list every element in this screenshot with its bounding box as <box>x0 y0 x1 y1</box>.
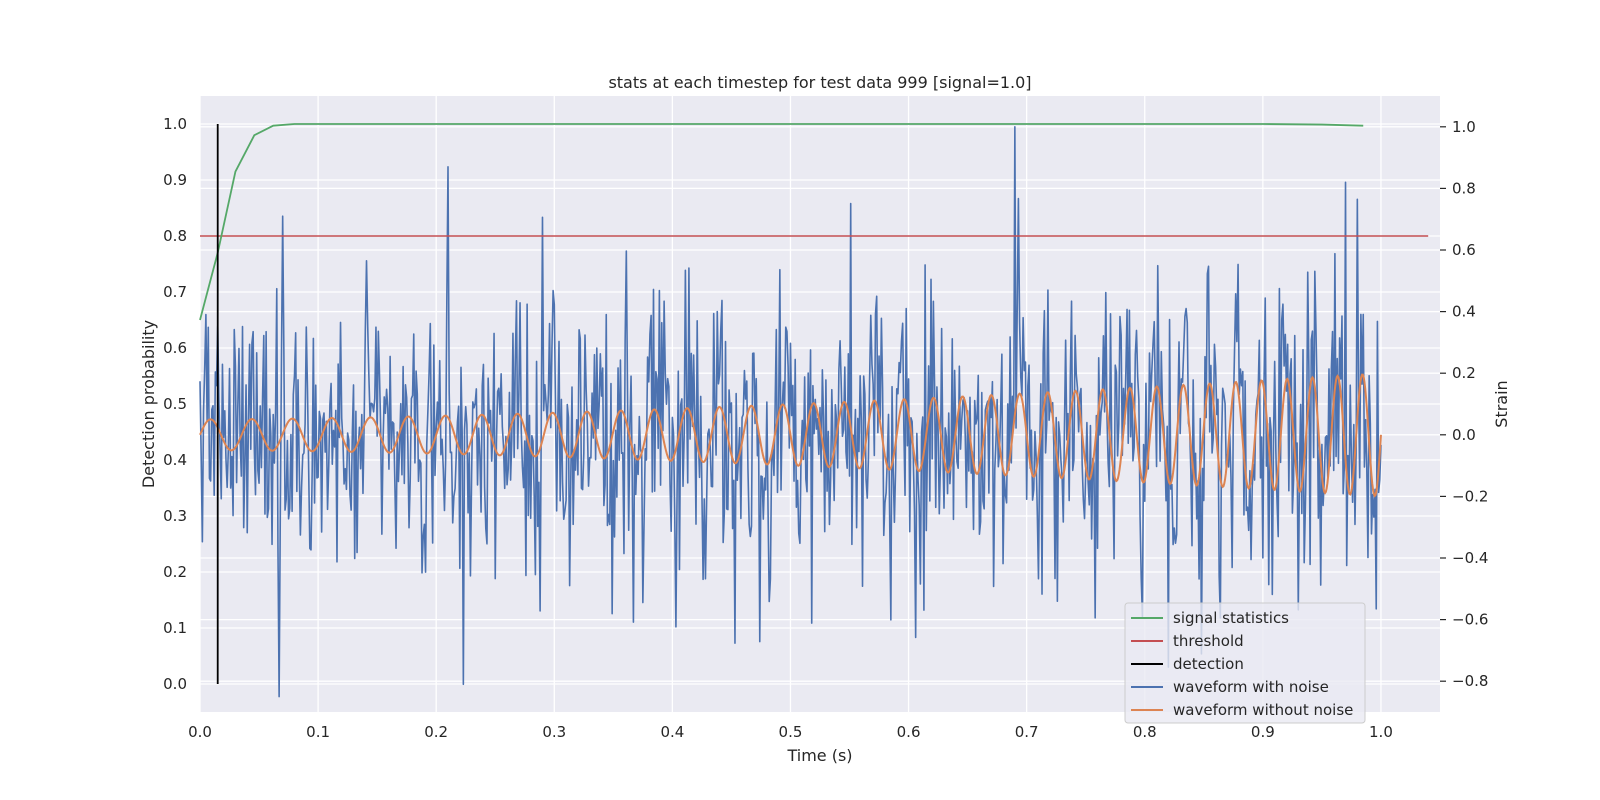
legend-label: waveform with noise <box>1173 678 1329 696</box>
legend-label: waveform without noise <box>1173 701 1353 719</box>
legend: signal statistics threshold detection wavef… <box>1124 602 1366 724</box>
waveform-with-noise-line <box>199 126 1382 698</box>
x-tick-label: 0.1 <box>306 723 330 741</box>
y-tick-label: 1.0 <box>163 115 187 133</box>
legend-box <box>1124 602 1366 724</box>
y-tick-label: 0.5 <box>163 395 187 413</box>
x-tick-label: 0.8 <box>1133 723 1157 741</box>
y-right-tick-label: −0.6 <box>1452 611 1488 629</box>
y-tick-label: 0.8 <box>163 227 187 245</box>
y-tick-label: 0.3 <box>163 507 187 525</box>
y-right-tick-label: −0.2 <box>1452 487 1488 505</box>
y-right-tick-label: 0.2 <box>1452 364 1476 382</box>
x-tick-label: 0.7 <box>1015 723 1039 741</box>
legend-label: threshold <box>1173 632 1244 650</box>
y-tick-label: 0.0 <box>163 675 187 693</box>
x-tick-label: 1.0 <box>1369 723 1393 741</box>
y-right-tick-label: −0.4 <box>1452 549 1488 567</box>
y-right-tick-label: 1.0 <box>1452 118 1476 136</box>
x-axis-label: Time (s) <box>786 746 852 765</box>
y-tick-label: 0.9 <box>163 171 187 189</box>
x-tick-label: 0.0 <box>188 723 212 741</box>
y-right-tick-label: −0.8 <box>1452 672 1488 690</box>
y-tick-label: 0.1 <box>163 619 187 637</box>
y-tick-label: 0.2 <box>163 563 187 581</box>
y-right-tick-label: 0.0 <box>1452 426 1476 444</box>
x-tick-label: 0.3 <box>542 723 566 741</box>
x-tick-label: 0.6 <box>897 723 921 741</box>
x-tick-label: 0.4 <box>660 723 684 741</box>
y-right-tick-label: 0.6 <box>1452 241 1476 259</box>
y-tick-label: 0.4 <box>163 451 187 469</box>
y-right-axis-label: Strain <box>1492 380 1511 427</box>
legend-label: detection <box>1173 655 1244 673</box>
x-tick-label: 0.5 <box>779 723 803 741</box>
y-tick-label: 0.6 <box>163 339 187 357</box>
y-right-tick-label: 0.4 <box>1452 303 1476 321</box>
series <box>199 123 1429 698</box>
y-axis-label: Detection probability <box>139 320 158 488</box>
legend-label: signal statistics <box>1173 609 1289 627</box>
x-tick-label: 0.2 <box>424 723 448 741</box>
y-tick-label: 0.7 <box>163 283 187 301</box>
x-tick-label: 0.9 <box>1251 723 1275 741</box>
signal-statistics-line <box>199 123 1364 321</box>
y-right-tick-label: 0.8 <box>1452 179 1476 197</box>
axes: 0.0 0.1 0.2 0.3 0.4 0.5 0.6 0.7 0.8 0.9 1.0 0.0 0.1 0… <box>163 115 1488 741</box>
waveform-without-noise-line <box>199 373 1382 498</box>
chart-title: stats at each timestep for test data 999… <box>608 73 1031 92</box>
